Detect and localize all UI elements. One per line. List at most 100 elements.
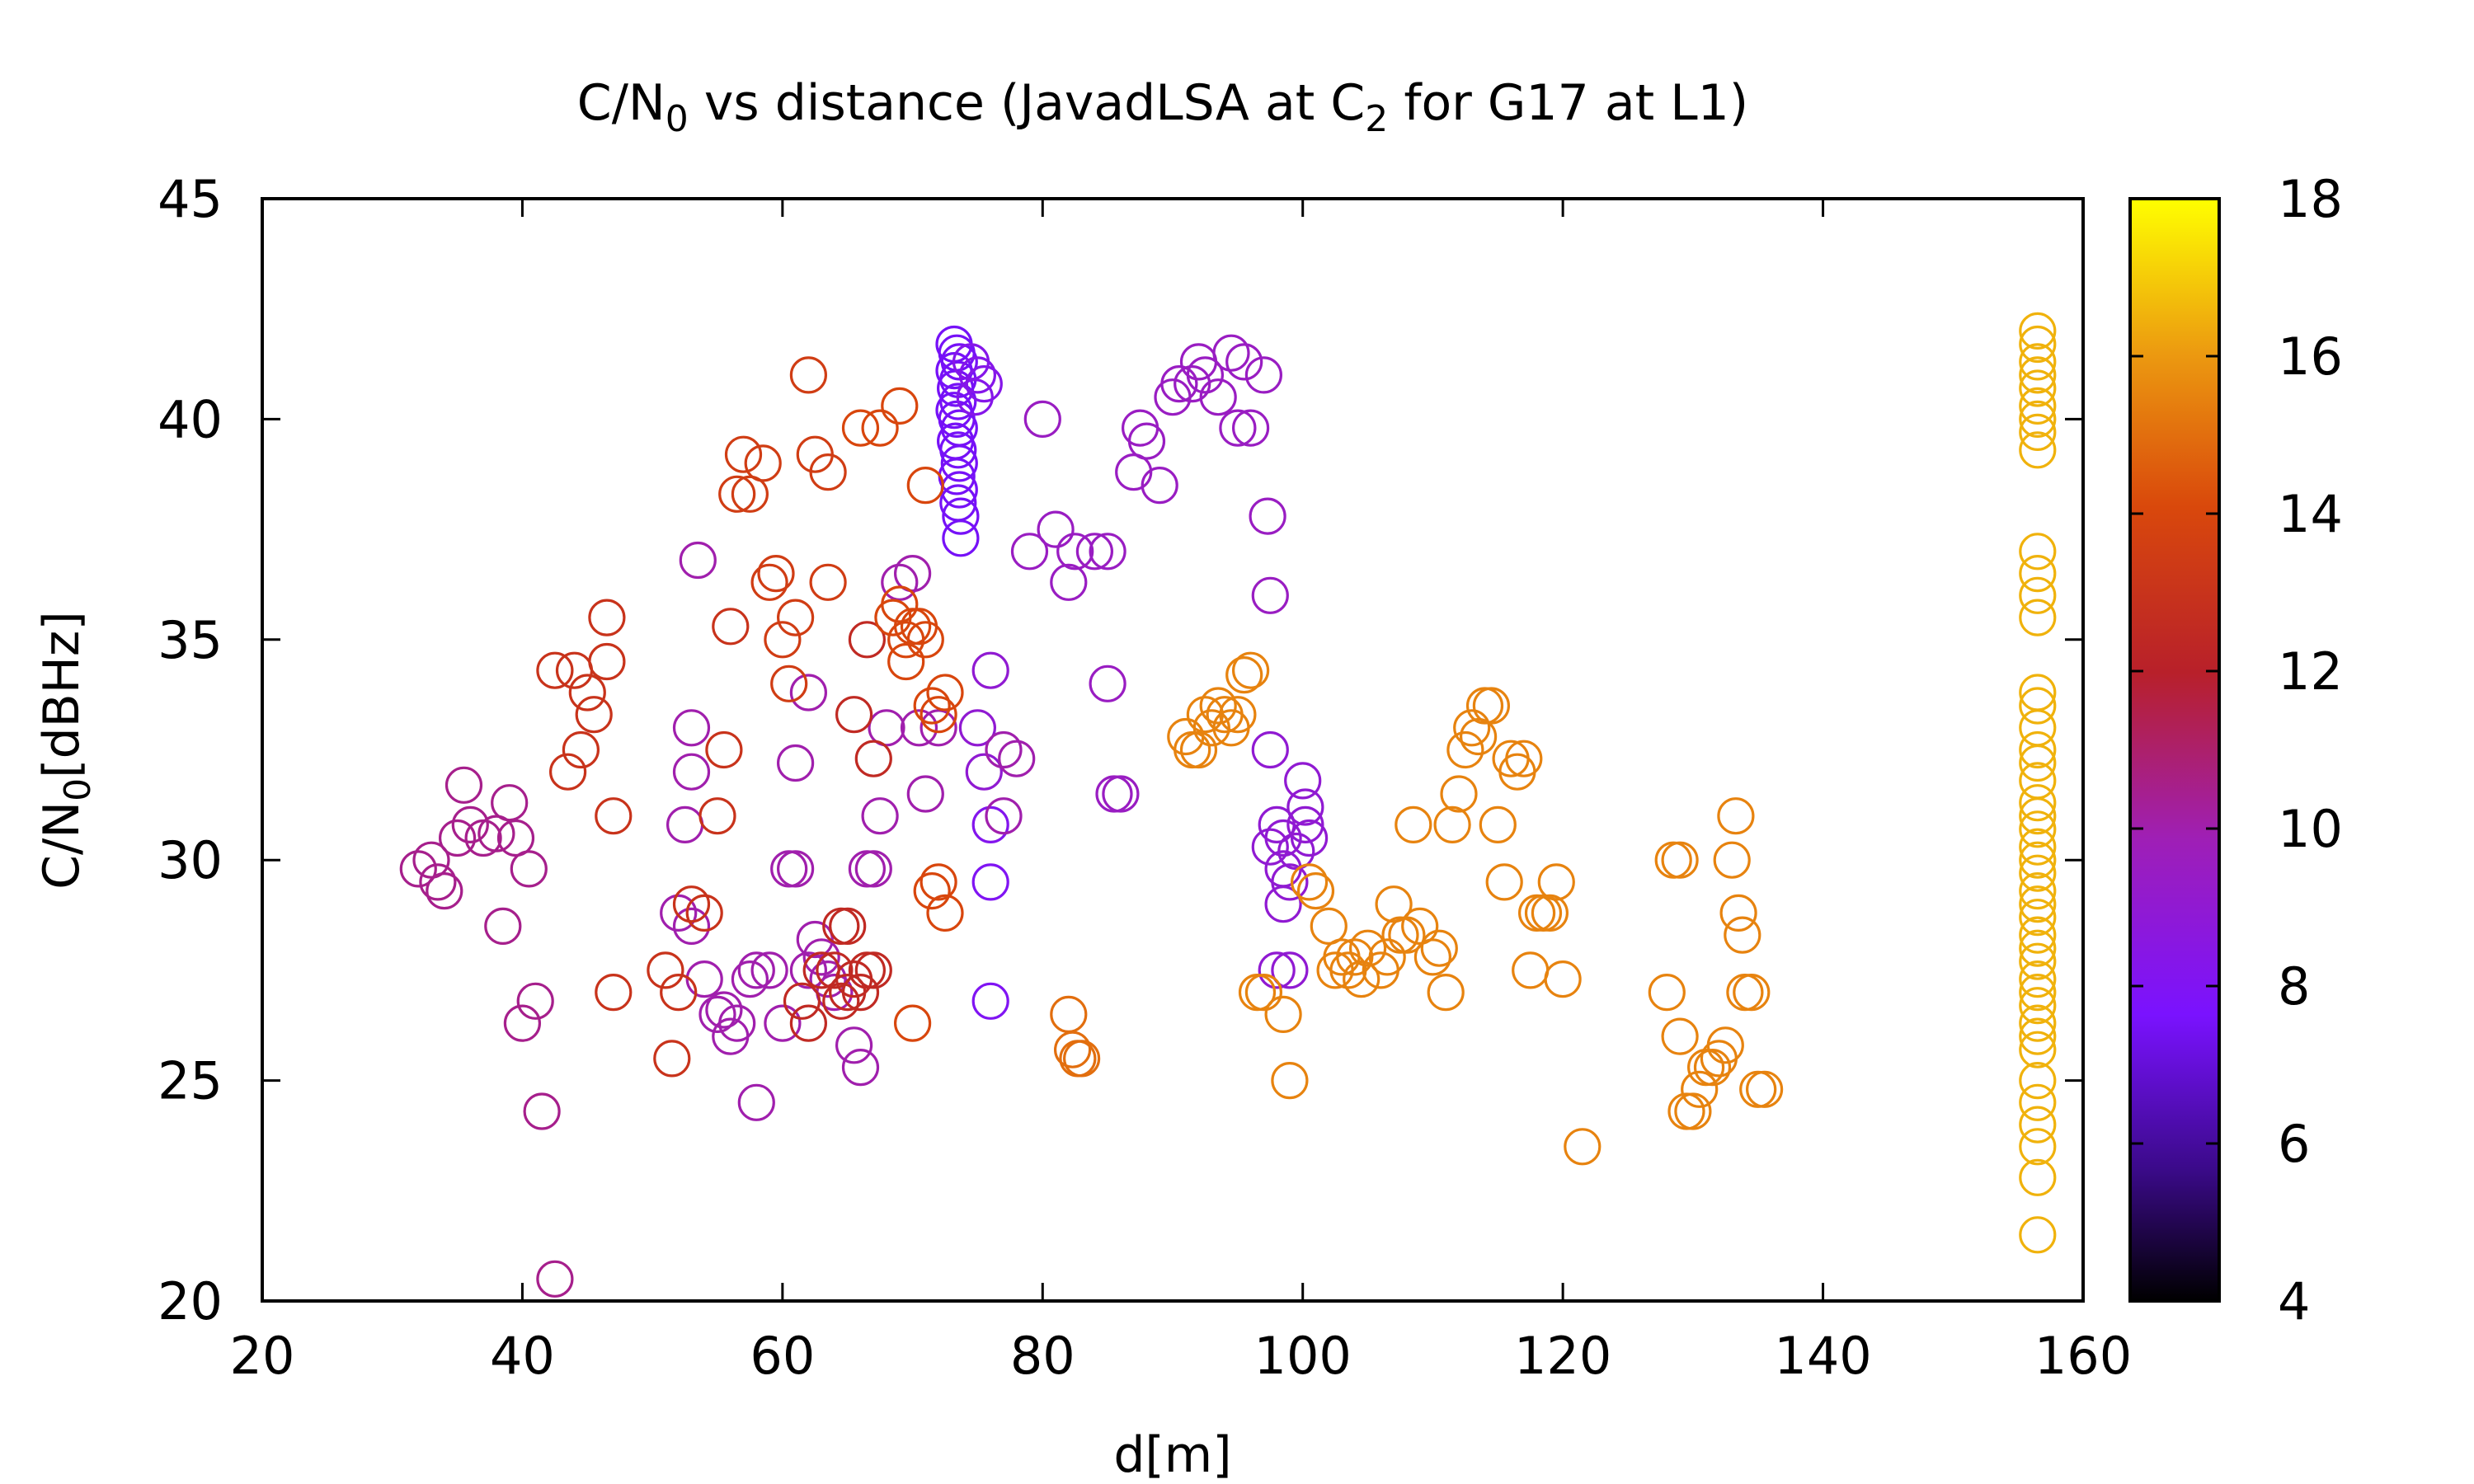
data-point (2019, 533, 2057, 571)
data-point (1231, 651, 1270, 689)
data-point (1225, 343, 1263, 381)
data-point (841, 1048, 880, 1087)
data-point (1179, 343, 1218, 381)
colorbar-tick-label: 16 (2278, 326, 2343, 387)
data-point (477, 815, 515, 852)
data-point (881, 387, 919, 425)
data-point (835, 1026, 873, 1064)
data-point (1472, 687, 1511, 725)
data-point (2019, 413, 2057, 452)
data-point (1160, 365, 1198, 403)
data-point (399, 850, 437, 888)
data-point (2019, 916, 2057, 954)
data-point (854, 740, 892, 777)
data-point (2019, 960, 2057, 998)
data-point (776, 850, 815, 888)
data-point (1661, 1017, 1699, 1055)
data-point (1179, 730, 1218, 769)
colorbar-tick-label: 10 (2278, 799, 2343, 859)
data-point (2019, 1128, 2057, 1166)
data-point (503, 1004, 542, 1042)
data-point (2019, 871, 2057, 910)
data-point (516, 982, 554, 1020)
data-point (685, 894, 723, 932)
data-point (2019, 810, 2057, 848)
data-point (2019, 1061, 2057, 1100)
data-point (2019, 854, 2057, 892)
data-point (1706, 1026, 1744, 1064)
data-point (829, 973, 867, 1012)
data-point (789, 674, 828, 711)
data-point (1512, 951, 1550, 989)
data-point (1186, 696, 1225, 734)
data-point (1388, 916, 1426, 954)
colorbar (2128, 197, 2221, 1303)
data-point (1310, 907, 1348, 946)
chart-title: C/N0 vs distance (JavadLSA at C2 for G17… (577, 74, 1748, 140)
colorbar-tick-label: 8 (2278, 956, 2310, 1017)
data-point (1251, 576, 1289, 614)
data-point (510, 850, 548, 888)
data-point (419, 863, 457, 901)
data-point (1498, 753, 1536, 791)
data-point (1219, 409, 1257, 447)
y-tick-label: 25 (158, 1051, 223, 1111)
plot-frame (261, 197, 2085, 1303)
data-point (679, 541, 717, 580)
data-point (2019, 709, 2057, 747)
data-point (1681, 1070, 1719, 1108)
data-point (2019, 599, 2057, 636)
data-point (2019, 885, 2057, 923)
data-point (2019, 841, 2057, 879)
data-point (942, 519, 980, 557)
data-point (737, 951, 775, 989)
data-point (1089, 665, 1126, 702)
data-point (1713, 841, 1751, 879)
data-point (1348, 929, 1387, 967)
data-point (776, 744, 815, 782)
data-point (1023, 400, 1061, 438)
data-point (2019, 400, 2057, 438)
data-point (705, 991, 743, 1029)
data-point (926, 894, 964, 932)
data-point (2019, 730, 2057, 769)
data-point (770, 665, 808, 702)
x-tick-label: 60 (750, 1326, 815, 1386)
y-tick-label: 40 (158, 389, 223, 449)
data-point (2019, 1216, 2057, 1254)
colorbar-tick-label: 4 (2278, 1271, 2310, 1331)
data-point (1251, 828, 1289, 866)
data-point (926, 674, 964, 711)
data-point (1717, 797, 1755, 835)
data-point (789, 356, 828, 394)
data-point (940, 343, 978, 381)
x-tick-label: 120 (1514, 1326, 1611, 1386)
data-point (1336, 938, 1374, 976)
y-axis-label: C/N0[dBHz] (33, 611, 99, 890)
colorbar-tick-label: 18 (2278, 169, 2343, 229)
data-point (1290, 819, 1329, 857)
data-point (1037, 510, 1075, 548)
data-point (998, 740, 1036, 777)
data-point (868, 709, 905, 747)
data-point (1420, 929, 1458, 967)
data-point (764, 1004, 802, 1042)
data-point (1056, 533, 1094, 571)
data-point (536, 651, 574, 689)
data-point (1264, 885, 1302, 923)
data-point (685, 960, 723, 998)
data-point (412, 841, 450, 879)
data-point (1251, 730, 1289, 769)
data-point (595, 797, 633, 835)
data-point (2019, 576, 2057, 614)
data-point (1726, 973, 1764, 1012)
data-point (2019, 343, 2057, 381)
y-tick-label: 35 (158, 610, 223, 670)
data-point (2019, 431, 2057, 469)
data-point (985, 797, 1023, 835)
data-point (1154, 378, 1192, 416)
colorbar-axis: 4 6 8 10 12 14 16 18 (2130, 169, 2343, 1331)
data-point (1296, 871, 1335, 910)
data-point (1700, 1040, 1738, 1078)
